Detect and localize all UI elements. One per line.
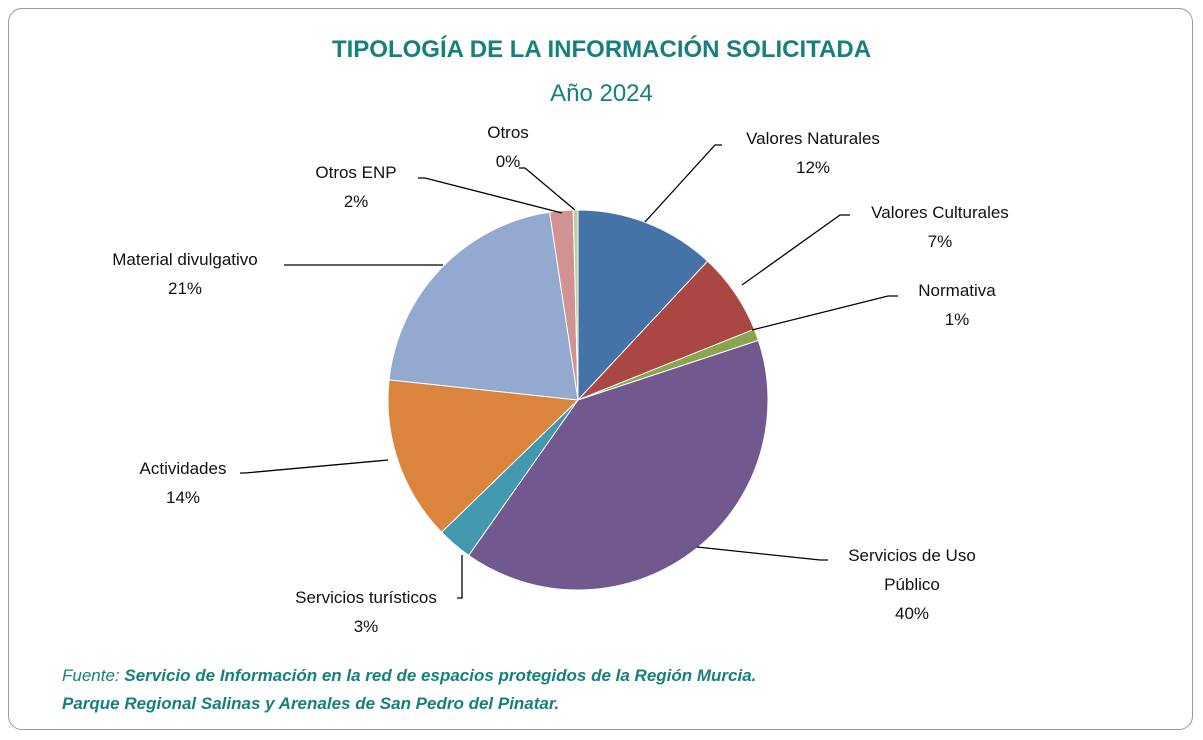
pie-slice (388, 211, 579, 401)
slice-label: Servicios turísticos 3% (256, 583, 476, 641)
category-label: Otros (487, 123, 529, 142)
source-text: Servicio de Información en la red de esp… (124, 666, 757, 685)
slice-label: Material divulgativo 21% (75, 245, 295, 303)
pie-slice (572, 209, 579, 401)
chart-subtitle: Año 2024 (550, 80, 653, 107)
category-label: Servicios de Uso Público (848, 546, 976, 594)
leader-line (519, 167, 576, 211)
category-label: Otros ENP (315, 163, 397, 182)
slice-label: Valores Culturales 7% (830, 198, 1050, 256)
pie-slice (577, 209, 709, 402)
leader-line (741, 214, 850, 286)
category-label: Valores Culturales (871, 203, 1009, 222)
footer-line: Parque Regional Salinas y Arenales de Sa… (62, 694, 559, 714)
leader-line (696, 546, 828, 561)
category-label: Material divulgativo (112, 250, 258, 269)
value-label: 7% (927, 232, 953, 251)
source-label: Fuente: (62, 666, 120, 685)
slice-label: Normativa 1% (877, 276, 1037, 334)
slice-label: Servicios de Uso Público 40% (827, 541, 997, 628)
leader-line (418, 177, 563, 214)
leader-line (240, 459, 389, 474)
value-label: 1% (944, 310, 970, 329)
category-label: Normativa (918, 281, 996, 300)
pie-slice (467, 339, 769, 591)
value-label: 40% (894, 604, 930, 623)
chart-frame (8, 8, 1193, 730)
category-label: Servicios turísticos (295, 588, 437, 607)
value-label: 14% (165, 488, 201, 507)
slice-label: Actividades 14% (103, 454, 263, 512)
leader-line (644, 144, 722, 223)
value-label: 12% (795, 158, 831, 177)
category-label: Valores Naturales (746, 129, 880, 148)
slice-label: Valores Naturales 12% (703, 124, 923, 182)
value-label: 2% (343, 192, 369, 211)
pie-slice (387, 379, 580, 533)
source-text: Parque Regional Salinas y Arenales de Sa… (62, 694, 560, 713)
footer-line: Fuente: Servicio de Información en la re… (62, 666, 756, 686)
category-label: Actividades (139, 459, 227, 478)
slice-label: Otros 0% (448, 118, 568, 176)
value-label: 3% (353, 617, 379, 636)
leader-line (751, 295, 898, 331)
chart-title: TIPOLOGÍA DE LA INFORMACIÓN SOLICITADA (331, 36, 872, 63)
slice-label: Otros ENP 2% (276, 158, 436, 216)
value-label: 21% (167, 279, 203, 298)
leader-line (457, 555, 463, 599)
value-label: 0% (495, 152, 521, 171)
